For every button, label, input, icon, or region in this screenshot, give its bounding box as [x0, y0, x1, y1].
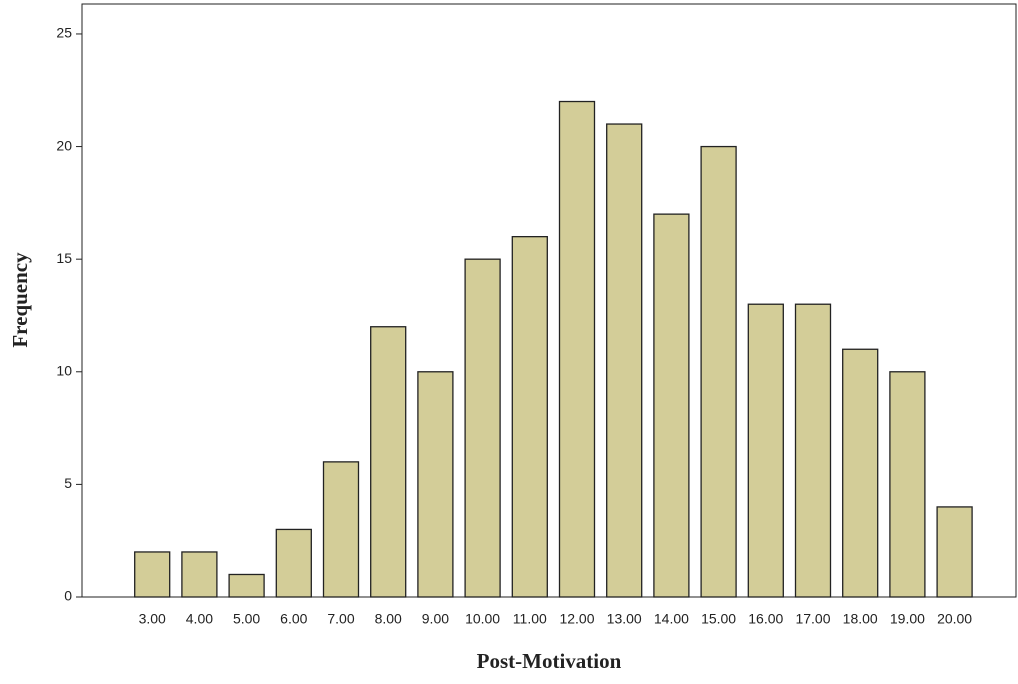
bar	[794, 303, 832, 598]
x-tick-label: 6.00	[280, 611, 307, 627]
y-tick-label: 5	[64, 475, 72, 491]
x-tick-label: 7.00	[327, 611, 354, 627]
x-tick-label: 15.00	[701, 611, 736, 627]
bar	[134, 551, 171, 598]
x-tick-label: 17.00	[795, 611, 830, 627]
bar	[606, 123, 643, 598]
bar	[228, 573, 265, 598]
y-tick-label: 10	[56, 362, 72, 378]
x-tick-label: 11.00	[513, 611, 547, 627]
y-tick-label: 0	[64, 588, 72, 604]
bar	[700, 145, 737, 598]
bar	[653, 213, 690, 598]
x-tick-label: 18.00	[843, 611, 878, 627]
bar	[417, 371, 454, 598]
bar	[322, 461, 360, 598]
x-tick-label: 9.00	[422, 611, 449, 627]
plot-frame	[81, 3, 1017, 598]
x-tick-label: 3.00	[139, 611, 166, 627]
x-tick-label: 13.00	[607, 611, 642, 627]
bar	[370, 326, 407, 598]
bar	[936, 506, 973, 598]
bar	[842, 348, 879, 598]
bar	[558, 100, 596, 598]
bar	[464, 258, 501, 598]
x-tick-label: 8.00	[375, 611, 402, 627]
bar	[275, 528, 312, 598]
x-axis-title: Post-Motivation	[477, 649, 622, 673]
x-tick-label: 5.00	[233, 611, 260, 627]
bar	[889, 371, 926, 598]
y-tick-label: 20	[56, 137, 72, 153]
bar	[511, 236, 548, 598]
x-tick-label: 4.00	[186, 611, 213, 627]
x-tick-label: 10.00	[465, 611, 500, 627]
x-tick-label: 20.00	[937, 611, 972, 627]
bar	[181, 551, 218, 598]
bar	[747, 303, 784, 598]
y-axis-title: Frequency	[8, 252, 32, 348]
y-tick-label: 25	[56, 25, 72, 41]
x-tick-label: 14.00	[654, 611, 689, 627]
x-tick-label: 16.00	[748, 611, 783, 627]
x-tick-label: 12.00	[559, 611, 594, 627]
y-tick-label: 15	[56, 250, 72, 266]
x-tick-label: 19.00	[890, 611, 925, 627]
